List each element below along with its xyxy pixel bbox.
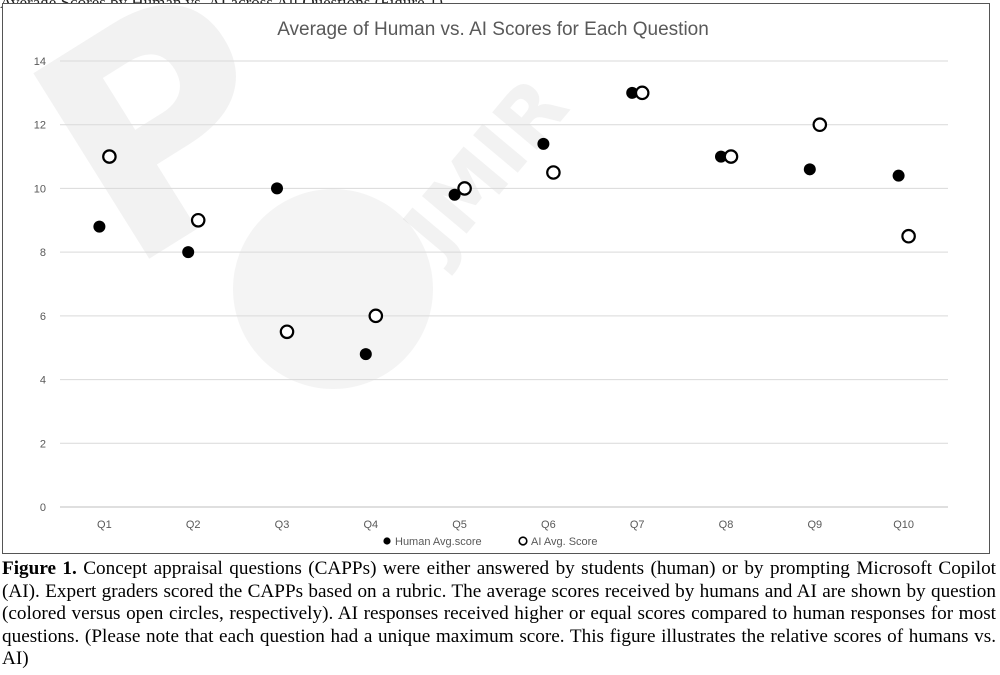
ai-point-q8: [723, 149, 739, 164]
data-points: [93, 85, 916, 361]
ai-point-q4: [368, 308, 384, 324]
y-tick-label: 12: [34, 120, 46, 132]
ai-point-q2: [190, 212, 206, 228]
y-tick-label: 10: [34, 183, 46, 195]
human-point-q5: [448, 188, 461, 201]
ai-point-q6: [546, 165, 561, 180]
caption-text: Concept appraisal questions (CAPPs) were…: [2, 558, 996, 669]
ai-point-q1: [102, 149, 117, 164]
gridlines: [60, 60, 948, 508]
y-tick-label: 6: [40, 311, 46, 323]
x-tick-label: Q3: [275, 519, 290, 531]
legend: Human Avg.score AI Avg. Score: [383, 536, 597, 548]
human-point-q2: [182, 246, 195, 259]
y-tick-label: 0: [40, 502, 46, 514]
ai-point-q3: [279, 324, 295, 340]
x-tick-label: Q6: [541, 519, 556, 531]
x-tick-label: Q5: [452, 519, 467, 531]
legend-human-marker: [383, 537, 391, 545]
x-axis-ticks: Q1 Q2 Q3 Q4 Q5 Q6 Q7 Q8 Q9 Q10: [97, 519, 914, 531]
scatter-chart: Average of Human vs. AI Scores for Each …: [34, 19, 948, 548]
chart-title: Average of Human vs. AI Scores for Each …: [277, 19, 709, 40]
ai-point-q10: [901, 228, 916, 244]
ai-point-q9: [812, 117, 828, 133]
y-axis-ticks: 0 2 4 6 8 10 12 14: [34, 56, 46, 514]
legend-ai-label: AI Avg. Score: [531, 536, 597, 548]
x-tick-label: Q8: [719, 519, 734, 531]
x-tick-label: Q10: [893, 519, 914, 531]
human-point-q1: [93, 220, 106, 233]
x-tick-label: Q1: [97, 519, 112, 531]
legend-human-label: Human Avg.score: [395, 536, 482, 548]
human-point-q8: [715, 150, 727, 163]
chart-frame: P JMIR Average of Human vs. AI Scores fo…: [2, 3, 990, 554]
human-point-q4: [359, 348, 372, 361]
human-point-q6: [537, 137, 550, 150]
x-tick-label: Q4: [363, 519, 378, 531]
caption-label: Figure 1.: [2, 558, 77, 579]
legend-ai-marker: [518, 536, 528, 546]
x-tick-label: Q2: [186, 519, 201, 531]
ai-point-q7: [634, 85, 650, 101]
figure-caption: Figure 1. Concept appraisal questions (C…: [2, 558, 996, 671]
human-point-q7: [626, 86, 639, 99]
human-point-q3: [271, 182, 283, 195]
y-tick-label: 8: [40, 247, 46, 259]
human-point-q10: [892, 169, 905, 182]
x-tick-label: Q9: [807, 519, 822, 531]
human-point-q9: [803, 163, 816, 176]
ai-point-q5: [457, 181, 472, 196]
y-tick-label: 2: [40, 438, 46, 450]
x-tick-label: Q7: [630, 519, 645, 531]
y-tick-label: 14: [34, 56, 46, 68]
y-tick-label: 4: [40, 375, 46, 387]
